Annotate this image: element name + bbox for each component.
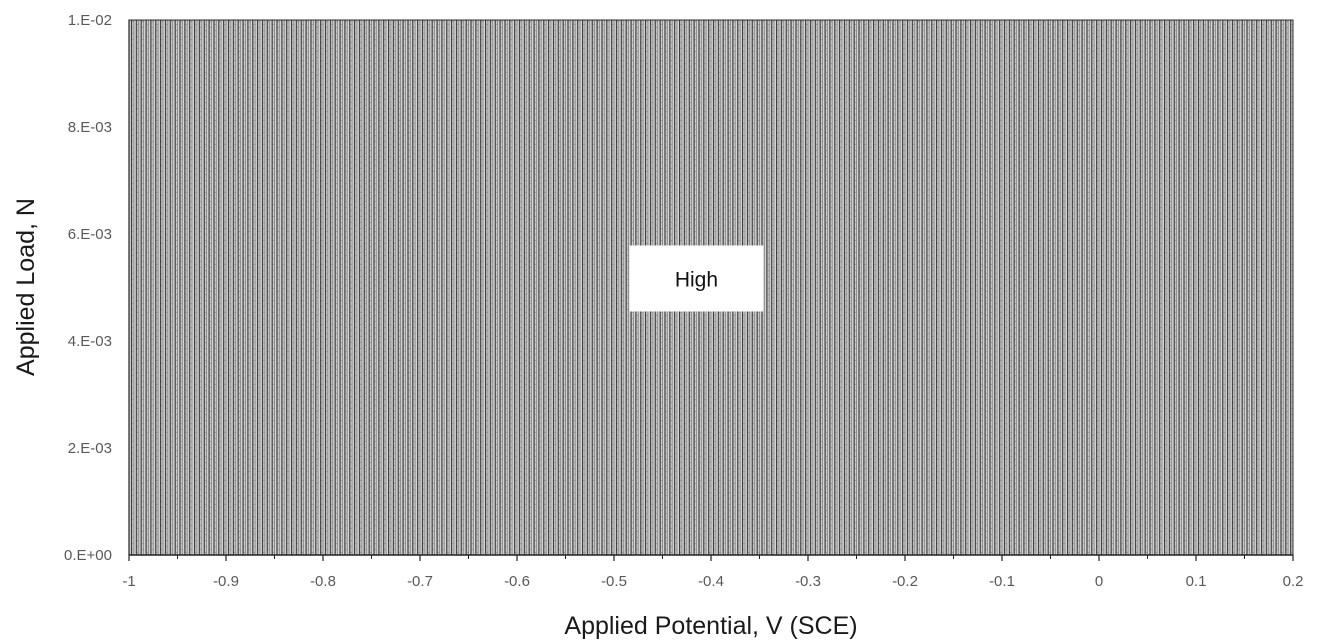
x-tick-label: -0.9 xyxy=(213,573,239,590)
annotation-label: High xyxy=(675,268,718,291)
x-tick-label: -1 xyxy=(122,573,135,590)
x-tick-label: 0.1 xyxy=(1186,573,1207,590)
x-tick-label: -0.4 xyxy=(698,573,724,590)
x-tick-label: -0.6 xyxy=(504,573,530,590)
y-tick-label: 4.E-03 xyxy=(68,333,112,350)
y-tick-label: 1.E-02 xyxy=(68,12,112,29)
y-tick-label: 0.E+00 xyxy=(64,547,112,564)
x-tick-label: -0.7 xyxy=(407,573,433,590)
x-tick-label: -0.5 xyxy=(601,573,627,590)
x-tick-label: -0.3 xyxy=(795,573,821,590)
x-axis-title: Applied Potential, V (SCE) xyxy=(564,612,857,640)
y-tick-label: 2.E-03 xyxy=(68,440,112,457)
y-tick-label: 8.E-03 xyxy=(68,119,112,136)
x-tick-label: -0.2 xyxy=(892,573,918,590)
x-tick-label: -0.8 xyxy=(310,573,336,590)
y-tick-label: 6.E-03 xyxy=(68,226,112,243)
annotation-box xyxy=(629,245,764,312)
x-tick-label: 0 xyxy=(1095,573,1103,590)
ticks-layer: -1 -0.9 -0.8 -0.7 -0.6 -0.5 -0.4 -0.3 -0.2 -0.1 0 0… xyxy=(64,12,1303,590)
x-tick-label: 0.2 xyxy=(1283,573,1304,590)
x-tick-label: -0.1 xyxy=(989,573,1015,590)
y-axis-title: Applied Load, N xyxy=(12,198,40,376)
annotations-layer: High xyxy=(629,245,764,312)
